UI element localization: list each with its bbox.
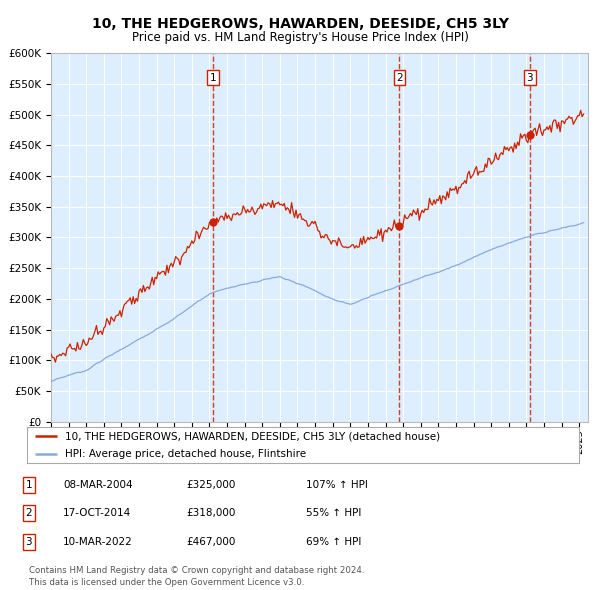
Text: £325,000: £325,000 — [186, 480, 235, 490]
Text: 107% ↑ HPI: 107% ↑ HPI — [306, 480, 368, 490]
Text: 10, THE HEDGEROWS, HAWARDEN, DEESIDE, CH5 3LY (detached house): 10, THE HEDGEROWS, HAWARDEN, DEESIDE, CH… — [65, 431, 440, 441]
Text: Price paid vs. HM Land Registry's House Price Index (HPI): Price paid vs. HM Land Registry's House … — [131, 31, 469, 44]
Text: 3: 3 — [526, 73, 533, 83]
Text: 69% ↑ HPI: 69% ↑ HPI — [306, 537, 361, 546]
Text: 17-OCT-2014: 17-OCT-2014 — [63, 509, 131, 518]
Text: 10, THE HEDGEROWS, HAWARDEN, DEESIDE, CH5 3LY: 10, THE HEDGEROWS, HAWARDEN, DEESIDE, CH… — [91, 17, 509, 31]
Text: 2: 2 — [396, 73, 403, 83]
Text: 08-MAR-2004: 08-MAR-2004 — [63, 480, 133, 490]
Text: 1: 1 — [25, 480, 32, 490]
Text: £318,000: £318,000 — [186, 509, 235, 518]
Text: 3: 3 — [25, 537, 32, 546]
Text: 1: 1 — [209, 73, 216, 83]
Text: 55% ↑ HPI: 55% ↑ HPI — [306, 509, 361, 518]
Text: Contains HM Land Registry data © Crown copyright and database right 2024.
This d: Contains HM Land Registry data © Crown c… — [29, 566, 364, 587]
Text: HPI: Average price, detached house, Flintshire: HPI: Average price, detached house, Flin… — [65, 449, 305, 459]
Text: £467,000: £467,000 — [186, 537, 235, 546]
Text: 2: 2 — [25, 509, 32, 518]
Text: 10-MAR-2022: 10-MAR-2022 — [63, 537, 133, 546]
